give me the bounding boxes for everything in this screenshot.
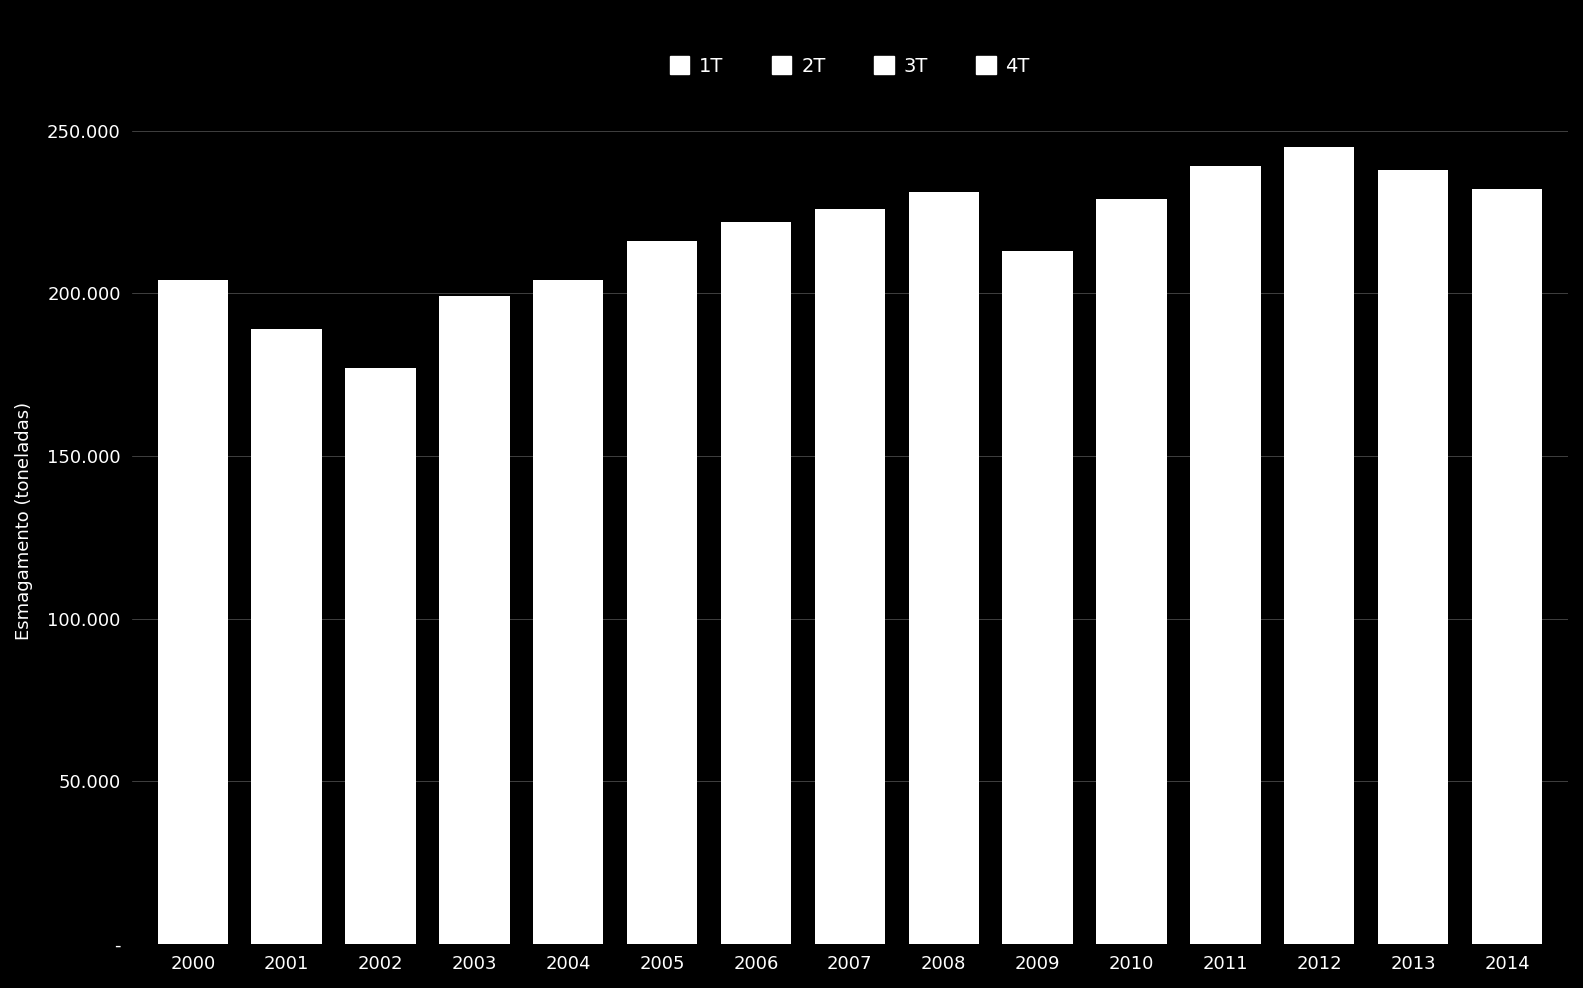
Bar — [1097, 199, 1167, 381]
Bar — [158, 281, 228, 447]
Bar — [533, 778, 603, 944]
Bar — [1284, 342, 1355, 540]
Bar — [438, 782, 510, 944]
Bar — [1002, 420, 1073, 593]
Bar — [1377, 749, 1448, 944]
Bar — [1377, 359, 1448, 553]
Bar — [1472, 752, 1542, 944]
Bar — [252, 635, 321, 787]
Bar — [1002, 769, 1073, 944]
Bar — [815, 573, 885, 759]
Bar — [158, 778, 228, 944]
Bar — [815, 391, 885, 573]
Bar — [720, 762, 792, 944]
Bar — [1190, 359, 1260, 553]
Bar — [345, 511, 416, 654]
Bar — [1002, 593, 1073, 769]
Bar — [1190, 749, 1260, 944]
Bar — [1190, 166, 1260, 359]
Bar — [533, 447, 603, 612]
Bar — [158, 447, 228, 612]
Bar — [1097, 381, 1167, 566]
Bar — [345, 369, 416, 511]
Bar — [345, 797, 416, 944]
Bar — [1472, 371, 1542, 560]
Bar — [252, 329, 321, 482]
Bar — [252, 482, 321, 635]
Bar — [158, 612, 228, 778]
Bar — [533, 612, 603, 778]
Bar — [815, 208, 885, 391]
Bar — [533, 281, 603, 447]
Y-axis label: Esmagamento (toneladas): Esmagamento (toneladas) — [14, 402, 33, 640]
Bar — [627, 593, 698, 769]
Bar — [909, 377, 978, 566]
Bar — [909, 755, 978, 944]
Bar — [1284, 742, 1355, 944]
Bar — [438, 455, 510, 618]
Bar — [438, 618, 510, 782]
Bar — [1472, 189, 1542, 371]
Bar — [1377, 170, 1448, 359]
Bar — [1472, 560, 1542, 752]
Bar — [345, 654, 416, 797]
Bar — [627, 769, 698, 944]
Bar — [627, 241, 698, 417]
Bar — [438, 296, 510, 455]
Bar — [1097, 755, 1167, 944]
Legend: 1T, 2T, 3T, 4T: 1T, 2T, 3T, 4T — [662, 48, 1037, 83]
Bar — [1284, 540, 1355, 742]
Bar — [1377, 553, 1448, 749]
Bar — [815, 759, 885, 944]
Bar — [1002, 251, 1073, 420]
Bar — [627, 417, 698, 593]
Bar — [1284, 147, 1355, 342]
Bar — [1097, 566, 1167, 755]
Bar — [720, 400, 792, 580]
Bar — [252, 787, 321, 944]
Bar — [909, 193, 978, 377]
Bar — [1190, 553, 1260, 749]
Bar — [720, 221, 792, 400]
Bar — [909, 566, 978, 755]
Bar — [720, 580, 792, 762]
